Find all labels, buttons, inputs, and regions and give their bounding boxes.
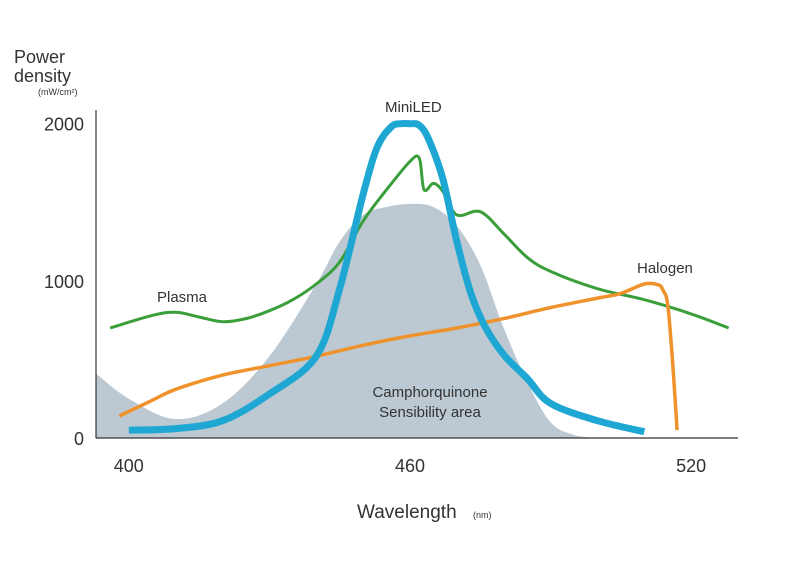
- y-axis-unit: (mW/cm²): [38, 87, 77, 97]
- x-tick-label: 520: [676, 456, 706, 476]
- y-axis-title-line1: Power: [14, 47, 65, 67]
- series-label-miniled: MiniLED: [385, 99, 442, 116]
- y-tick-label: 1000: [44, 272, 84, 292]
- series-layer: [109, 119, 730, 436]
- series-line-halogen: [118, 281, 679, 431]
- y-axis-title-line2: density: [14, 66, 71, 86]
- y-tick-label: 2000: [44, 115, 84, 135]
- y-tick-label: 0: [74, 429, 84, 449]
- x-tick-label: 400: [114, 456, 144, 476]
- sensibility-area: [96, 203, 598, 438]
- area-layer: [96, 203, 598, 438]
- y-tick-labels: 0 1000 2000: [44, 115, 84, 449]
- x-axis-title: Wavelength: [357, 502, 457, 523]
- x-tick-labels: 400 460 520: [114, 456, 706, 476]
- x-axis-unit: (nm): [473, 510, 492, 520]
- x-tick-label: 460: [395, 456, 425, 476]
- area-label-line2: Sensibility area: [379, 404, 481, 421]
- series-line-miniled: [128, 119, 646, 436]
- series-line-plasma: [109, 154, 730, 330]
- area-label-line1: Camphorquinone: [372, 384, 487, 401]
- series-label-halogen: Halogen: [637, 260, 693, 277]
- series-label-plasma: Plasma: [157, 289, 208, 306]
